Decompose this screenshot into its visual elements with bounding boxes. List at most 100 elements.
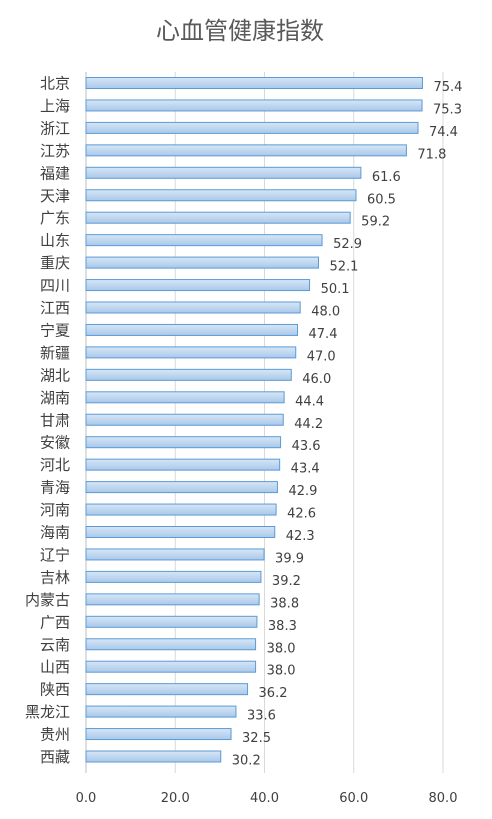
- data-label: 46.0: [302, 372, 331, 387]
- data-label: 52.1: [329, 260, 358, 275]
- data-label: 42.9: [288, 484, 317, 499]
- bar: [85, 234, 323, 247]
- data-label: 60.5: [367, 192, 396, 207]
- bar: [85, 481, 278, 494]
- category-label: 安徽: [40, 434, 70, 452]
- bar: [85, 166, 362, 179]
- bar: [85, 189, 357, 202]
- data-label: 38.0: [267, 664, 296, 679]
- category-label: 新疆: [40, 344, 70, 362]
- data-label: 47.4: [309, 327, 338, 342]
- category-label: 青海: [40, 479, 70, 497]
- data-label: 47.0: [307, 349, 336, 364]
- category-label: 广东: [40, 209, 70, 227]
- data-label: 38.8: [270, 596, 299, 611]
- category-label: 吉林: [40, 568, 70, 586]
- data-label: 59.2: [361, 215, 390, 230]
- bar: [85, 548, 265, 561]
- bar: [85, 728, 232, 741]
- bar: [85, 615, 258, 628]
- data-label: 42.3: [286, 529, 315, 544]
- bar: [85, 391, 285, 404]
- category-label: 西藏: [40, 748, 70, 766]
- x-tick-label: 20.0: [161, 791, 190, 806]
- bar: [85, 593, 260, 606]
- data-label: 42.6: [287, 507, 316, 522]
- bar: [85, 301, 301, 314]
- bars: [85, 77, 423, 763]
- category-label: 天津: [40, 187, 70, 205]
- x-tick-label: 80.0: [429, 791, 458, 806]
- data-label: 50.1: [321, 282, 350, 297]
- bar: [85, 570, 262, 583]
- category-label: 辽宁: [40, 546, 70, 564]
- bar: [85, 99, 423, 112]
- bar: [85, 77, 423, 89]
- category-label: 江西: [40, 299, 70, 317]
- bar: [85, 368, 292, 381]
- category-label: 重庆: [40, 254, 70, 272]
- category-label: 山西: [40, 658, 70, 676]
- category-label: 河南: [40, 501, 70, 519]
- data-label: 71.8: [417, 147, 446, 162]
- data-label: 36.2: [259, 686, 288, 701]
- category-label: 宁夏: [40, 321, 70, 339]
- data-label: 39.9: [275, 551, 304, 566]
- data-label: 52.9: [333, 237, 362, 252]
- category-label: 浙江: [40, 119, 70, 137]
- category-label: 贵州: [40, 726, 70, 744]
- data-label: 38.0: [267, 641, 296, 656]
- data-label: 38.3: [268, 619, 297, 634]
- data-label: 30.2: [232, 754, 261, 769]
- x-tick-label: 60.0: [339, 791, 368, 806]
- bar: [85, 458, 281, 471]
- bar: [85, 436, 282, 449]
- category-label: 上海: [40, 97, 70, 115]
- bar: [85, 413, 284, 426]
- bar: [85, 256, 319, 269]
- category-label: 湖北: [40, 366, 70, 384]
- data-label: 44.2: [294, 417, 323, 432]
- chart-title: 心血管健康指数: [156, 17, 324, 45]
- category-label: 甘肃: [40, 411, 70, 429]
- bar: [85, 503, 277, 516]
- data-label: 48.0: [311, 305, 340, 320]
- data-label: 39.2: [272, 574, 301, 589]
- category-label: 海南: [40, 524, 70, 542]
- category-label: 河北: [40, 456, 70, 474]
- category-label: 江苏: [40, 142, 70, 160]
- bar: [85, 346, 297, 359]
- bar: [85, 526, 276, 538]
- x-tick-label: 0.0: [76, 791, 97, 806]
- bar: [85, 211, 351, 224]
- category-label: 湖南: [40, 389, 70, 407]
- data-label: 44.4: [295, 394, 324, 409]
- x-tick-label: 40.0: [250, 791, 279, 806]
- data-label: 75.3: [433, 102, 462, 117]
- data-label: 74.4: [429, 125, 458, 140]
- data-label: 43.6: [292, 439, 321, 454]
- bar: [85, 638, 257, 651]
- bar: [85, 121, 419, 134]
- data-label: 43.4: [291, 462, 320, 477]
- category-label: 四川: [40, 277, 70, 295]
- data-label: 75.4: [433, 80, 462, 95]
- category-label: 陕西: [40, 681, 70, 699]
- category-label: 云南: [40, 636, 70, 654]
- category-label: 山东: [40, 232, 70, 250]
- bar: [85, 279, 311, 292]
- bar: [85, 705, 237, 718]
- bar: [85, 660, 257, 673]
- bar: [85, 323, 299, 336]
- category-label: 内蒙古: [25, 591, 70, 609]
- data-label: 32.5: [242, 731, 271, 746]
- category-label: 黑龙江: [25, 703, 70, 721]
- bar: [85, 750, 222, 763]
- bar: [85, 683, 249, 696]
- category-label: 广西: [40, 613, 70, 631]
- data-label: 33.6: [247, 709, 276, 724]
- data-label: 61.6: [372, 170, 401, 185]
- bar: [85, 144, 407, 157]
